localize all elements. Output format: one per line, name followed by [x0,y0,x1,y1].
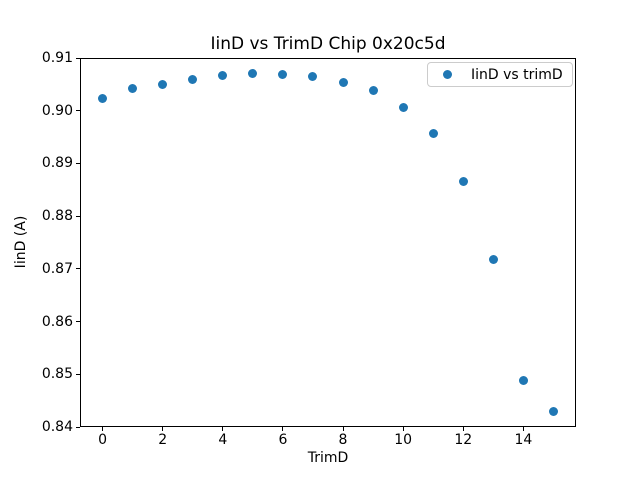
y-tick-label: 0.90 [41,102,73,119]
data-point [518,375,528,385]
data-point [188,75,198,85]
y-tick-label: 0.85 [41,366,73,383]
chart-title: IinD vs TrimD Chip 0x20c5d [210,34,446,54]
x-tick-label: 4 [218,432,228,448]
plot-area [80,58,576,427]
legend-label: IinD vs trimD [471,66,563,83]
x-tick-mark [102,427,104,431]
x-tick-label: 2 [158,432,168,448]
x-tick-mark [162,427,164,431]
x-axis-label: TrimD [307,450,349,466]
data-point [248,69,258,79]
y-tick-mark [76,373,80,375]
data-point [458,176,468,186]
x-tick-mark [522,427,524,431]
x-tick-label: 12 [454,432,473,448]
y-tick-mark [76,321,80,323]
y-axis-label: IinD (A) [13,215,29,269]
y-tick-label: 0.84 [41,419,73,435]
data-point [218,70,228,80]
y-tick-label: 0.91 [41,50,73,66]
x-tick-label: 6 [278,432,288,448]
data-point [368,86,378,96]
x-tick-label: 0 [98,432,107,448]
data-point [278,70,288,80]
data-point [428,129,438,139]
legend: IinD vs trimD [427,62,573,87]
x-tick-mark [342,427,344,431]
y-tick-mark [76,268,80,270]
data-point [158,79,168,89]
data-point [398,102,408,112]
y-tick-label: 0.89 [41,155,73,172]
data-point [98,93,108,103]
y-tick-mark [76,215,80,217]
data-point [128,84,138,94]
x-tick-label: 8 [338,432,348,448]
y-tick-mark [76,57,80,59]
x-tick-label: 14 [514,432,533,448]
y-tick-label: 0.86 [41,313,73,330]
x-tick-label: 10 [394,432,413,448]
x-tick-mark [462,427,464,431]
y-tick-label: 0.87 [41,260,73,277]
x-tick-mark [282,427,284,431]
x-tick-mark [222,427,224,431]
legend-marker-dot [443,70,452,79]
y-tick-mark [76,110,80,112]
y-tick-label: 0.88 [41,208,73,225]
x-tick-mark [402,427,404,431]
data-point [548,406,558,416]
data-point [338,78,348,88]
data-point [308,71,318,81]
y-tick-mark [76,162,80,164]
y-tick-mark [76,426,80,428]
data-point [488,254,498,264]
